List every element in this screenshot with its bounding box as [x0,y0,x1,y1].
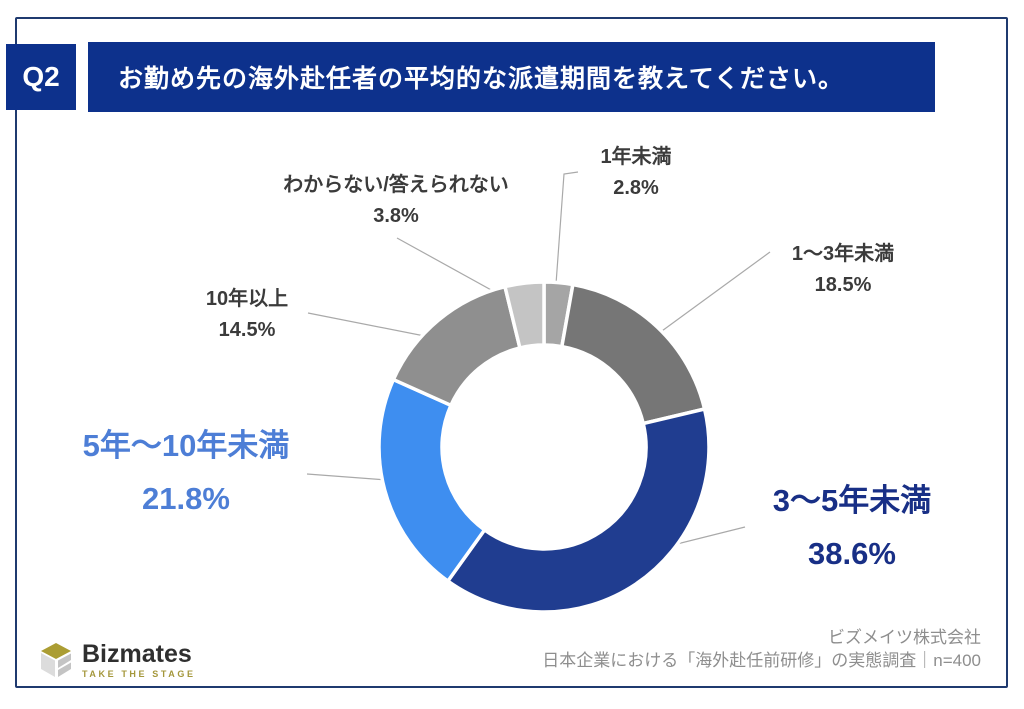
donut-segment-5 [502,280,546,351]
leader-line-0 [555,171,579,285]
question-title-bar: お勤め先の海外赴任者の平均的な派遣期間を教えてください。 [88,42,935,112]
segment-label-dont-know: わからない/答えられない 3.8% [283,170,509,232]
segment-label-3-5yr: 3〜5年未満 38.6% [773,474,931,580]
donut-segment-4 [391,284,522,408]
segment-label-1-3yr: 1〜3年未満 18.5% [792,239,894,301]
segment-pct-text: 3.8% [373,205,419,227]
source-company: ビズメイツ株式会社 [828,628,981,647]
donut-segment-2 [445,406,711,614]
segment-label-text: 10年以上 [205,288,289,310]
question-number-text: Q2 [22,61,60,92]
segment-label-text: 1年未満 [600,146,672,168]
segment-pct-text: 18.5% [814,274,872,296]
source-survey: 日本企業における「海外赴任前研修」の実態調査｜n=400 [542,651,981,670]
segment-pct-text: 38.6% [808,536,896,571]
segment-label-5-10yr: 5年〜10年未満 21.8% [83,419,290,525]
bizmates-logo: Bizmates TAKE THE STAGE [38,641,196,679]
question-title-text: お勤め先の海外赴任者の平均的な派遣期間を教えてください。 [118,65,845,93]
logo-tagline: TAKE THE STAGE [82,669,196,679]
segment-pct-text: 21.8% [142,481,230,516]
question-number-badge: Q2 [6,44,76,110]
survey-source-note: ビズメイツ株式会社 日本企業における「海外赴任前研修」の実態調査｜n=400 [542,626,981,672]
segment-pct-text: 14.5% [218,319,276,341]
donut-segment-1 [559,282,707,426]
segment-label-under-1yr: 1年未満 2.8% [600,142,671,204]
logo-wordmark: Bizmates [82,640,192,668]
segment-pct-text: 2.8% [613,177,659,199]
donut-segment-3 [377,377,488,584]
bizmates-cube-icon [41,643,71,677]
segment-label-text: 5年〜10年未満 [82,428,290,463]
segment-label-text: 1〜3年未満 [791,243,895,265]
segment-label-text: 3〜5年未満 [772,483,932,518]
segment-label-text: わからない/答えられない [283,174,509,196]
segment-label-over-10yr: 10年以上 14.5% [206,284,288,346]
